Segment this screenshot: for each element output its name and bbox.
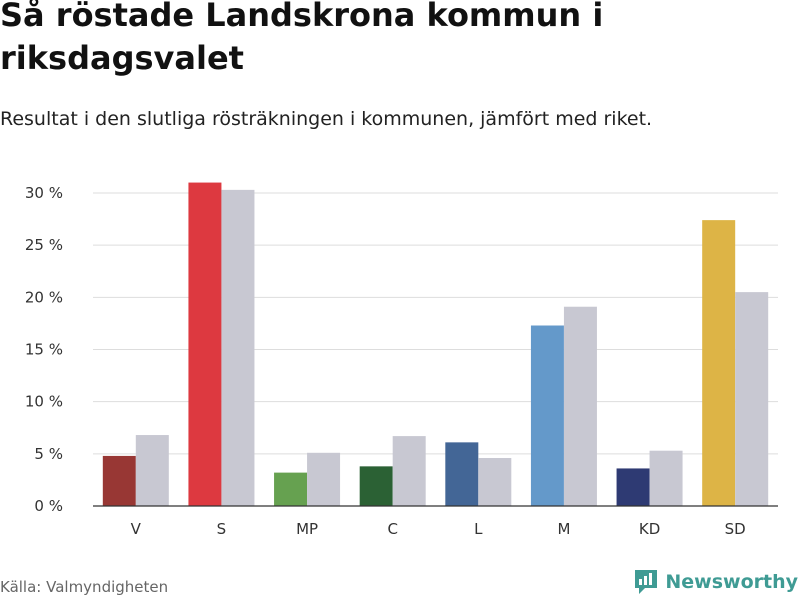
y-tick-label: 0 %	[34, 497, 63, 515]
y-tick-label: 20 %	[25, 288, 63, 306]
chart-subtitle: Resultat i den slutliga rösträkningen i …	[0, 108, 653, 130]
bar-chart: 0 % 5 % 10 % 15 % 20 % 25 % 30 % V S MP C L M KD SD	[25, 182, 778, 538]
bar-kommun-c	[359, 466, 393, 506]
y-tick-label: 30 %	[25, 184, 63, 202]
y-tick-label: 10 %	[25, 393, 63, 411]
bar-kommun-v	[102, 455, 136, 506]
bar-riket-mp	[307, 452, 341, 506]
bar-kommun-l	[445, 442, 479, 506]
newsworthy-logo-icon	[635, 570, 658, 594]
source-note: Källa: Valmyndigheten	[0, 578, 169, 596]
bar-riket-sd	[735, 292, 769, 506]
bar-riket-v	[135, 435, 169, 506]
bar-kommun-kd	[616, 468, 650, 506]
bar-riket-s	[221, 189, 255, 506]
x-tick-label: SD	[725, 520, 746, 538]
y-tick-label: 15 %	[25, 341, 63, 359]
x-tick-label: MP	[296, 520, 318, 538]
x-tick-label: C	[387, 520, 397, 538]
bar-riket-kd	[649, 450, 683, 506]
x-tick-label: KD	[639, 520, 660, 538]
y-tick-label: 25 %	[25, 236, 63, 254]
bar-kommun-mp	[274, 472, 308, 506]
x-tick-label: V	[131, 520, 142, 538]
bar-kommun-m	[530, 325, 564, 506]
x-tick-label: L	[474, 520, 483, 538]
y-tick-label: 5 %	[34, 445, 63, 463]
chart-title: Så röstade Landskrona kommun i riksdagsv…	[0, 0, 604, 77]
bar-riket-c	[392, 436, 426, 506]
x-tick-label: S	[217, 520, 227, 538]
bar-riket-l	[478, 458, 512, 506]
x-tick-label: M	[557, 520, 570, 538]
brand-name: Newsworthy	[665, 571, 798, 593]
bar-kommun-s	[188, 182, 222, 507]
bar-kommun-sd	[702, 220, 736, 507]
brand-logo: Newsworthy	[633, 568, 798, 596]
bar-riket-m	[563, 306, 597, 506]
